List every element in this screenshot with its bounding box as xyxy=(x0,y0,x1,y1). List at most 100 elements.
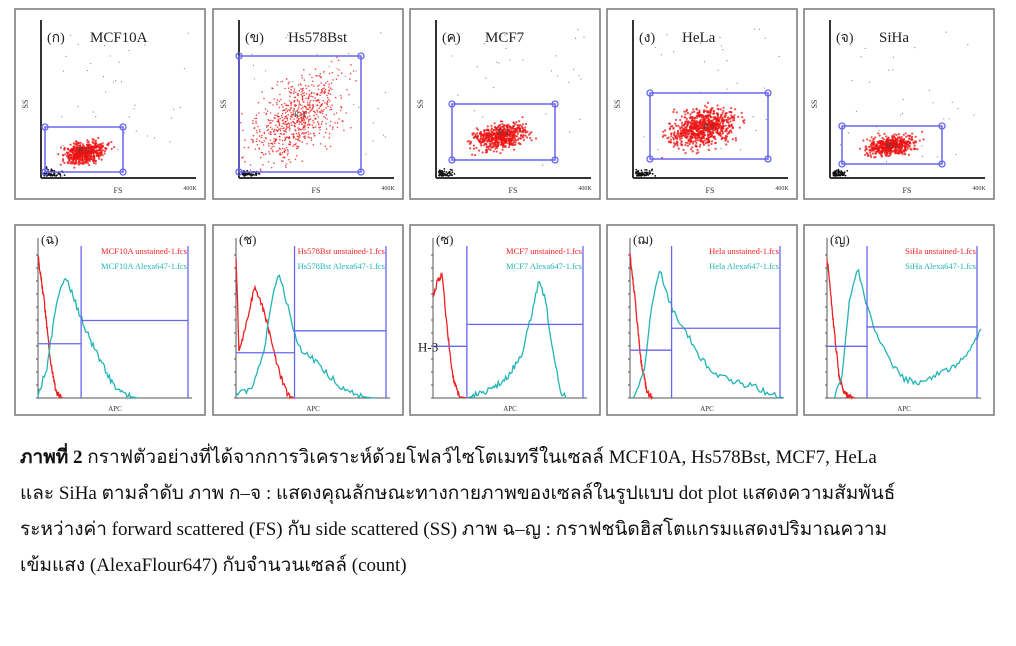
scatter-point xyxy=(66,161,69,164)
scatter-point xyxy=(331,128,334,130)
scatter-point xyxy=(309,73,311,76)
scatter-point xyxy=(871,152,874,155)
panel-frame xyxy=(803,224,995,416)
scatter-point xyxy=(319,126,322,128)
scatter-point xyxy=(288,127,291,130)
scatter-point xyxy=(259,156,262,159)
scatter-point xyxy=(273,138,275,140)
scatter-point xyxy=(287,104,289,107)
scatter-point xyxy=(288,81,290,83)
scatter-point xyxy=(99,154,102,157)
scatter-point xyxy=(257,172,260,175)
scatter-point xyxy=(61,159,65,163)
scatter-point xyxy=(268,153,271,155)
scatter-point xyxy=(705,106,708,109)
scatter-point xyxy=(317,85,319,87)
scatter-point xyxy=(314,97,317,99)
scatter-point xyxy=(328,66,330,68)
scatter-point xyxy=(109,55,111,57)
x-axis-label: FS xyxy=(903,186,912,195)
scatter-point xyxy=(720,124,723,128)
scatter-point xyxy=(679,127,682,131)
gate-handle xyxy=(938,122,946,130)
scatter-point xyxy=(325,114,328,116)
scatter-point xyxy=(643,173,646,176)
scatter-point xyxy=(135,130,137,132)
scatter-point xyxy=(255,120,257,123)
scatter-point xyxy=(840,170,843,172)
scatter-point xyxy=(864,153,867,156)
scatter-point xyxy=(499,134,502,137)
scatter-point xyxy=(297,127,299,129)
scatter-point xyxy=(707,148,710,151)
legend-unstained: MCF7 unstained-1.fcs xyxy=(506,246,582,256)
scatter-point xyxy=(691,111,694,114)
scatter-point xyxy=(61,154,64,157)
scatter-point xyxy=(278,147,281,149)
scatter-point xyxy=(264,153,267,155)
scatter-point xyxy=(872,138,875,141)
gate-label: R-1 xyxy=(294,110,306,119)
scatter-point xyxy=(85,153,89,156)
scatter-point xyxy=(890,149,893,152)
scatter-point xyxy=(263,97,265,100)
stained-curve xyxy=(466,281,567,399)
scatter-point xyxy=(894,137,897,140)
scatter-point xyxy=(282,106,284,108)
gate-label: R-1 xyxy=(886,141,898,150)
scatter-point xyxy=(298,133,300,136)
scatter-point xyxy=(676,144,679,147)
scatter-point xyxy=(274,140,276,142)
scatter-point xyxy=(714,142,717,145)
scatter-point xyxy=(314,126,317,128)
scatter-point xyxy=(524,131,528,134)
scatter-point xyxy=(78,156,81,159)
x-axis-label: APC xyxy=(306,405,320,413)
chart-svg: R-1 (ก) MCF10A SS FS 400K xyxy=(14,8,206,200)
scatter-point xyxy=(511,133,514,136)
scatter-point xyxy=(868,145,871,148)
scatter-point xyxy=(716,107,719,110)
scatter-point xyxy=(273,140,275,143)
scatter-point xyxy=(74,142,77,145)
scatter-point xyxy=(514,129,517,132)
scatter-point xyxy=(312,80,314,83)
scatter-point xyxy=(353,103,355,106)
scatter-point xyxy=(283,109,285,111)
scatter-point xyxy=(331,104,333,106)
scatter-point xyxy=(501,125,504,129)
scatter-point xyxy=(518,120,521,123)
scatter-point xyxy=(272,104,274,106)
scatter-point xyxy=(491,137,494,140)
scatter-point xyxy=(878,151,881,154)
scatter-point xyxy=(303,101,305,103)
scatter-point xyxy=(270,119,272,122)
scatter-point xyxy=(61,116,63,118)
scatter-point xyxy=(308,93,311,96)
scatter-point xyxy=(900,151,903,154)
scatter-point xyxy=(284,136,286,139)
scatter-point xyxy=(292,134,295,136)
scatter-point xyxy=(478,139,481,143)
scatter-point xyxy=(298,137,300,139)
scatter-point xyxy=(871,140,874,143)
y-axis-label: SS xyxy=(219,100,228,109)
scatter-point xyxy=(100,143,103,146)
scatter-point xyxy=(84,148,87,151)
scatter-point xyxy=(314,111,316,114)
scatter-point xyxy=(689,127,692,130)
scatter-point xyxy=(68,159,71,162)
scatter-point xyxy=(680,137,683,140)
scatter-point xyxy=(278,122,281,124)
scatter-point xyxy=(313,121,315,124)
scatter-point xyxy=(365,153,367,155)
scatter-point xyxy=(645,174,648,177)
scatter-point xyxy=(892,141,895,144)
scatter-point xyxy=(840,144,842,146)
scatter-point xyxy=(271,143,274,145)
scatter-point xyxy=(514,143,517,146)
scatter-point xyxy=(71,152,74,155)
scatter-point xyxy=(250,138,253,141)
scatter-point xyxy=(907,140,910,143)
scatter-point xyxy=(903,152,906,155)
